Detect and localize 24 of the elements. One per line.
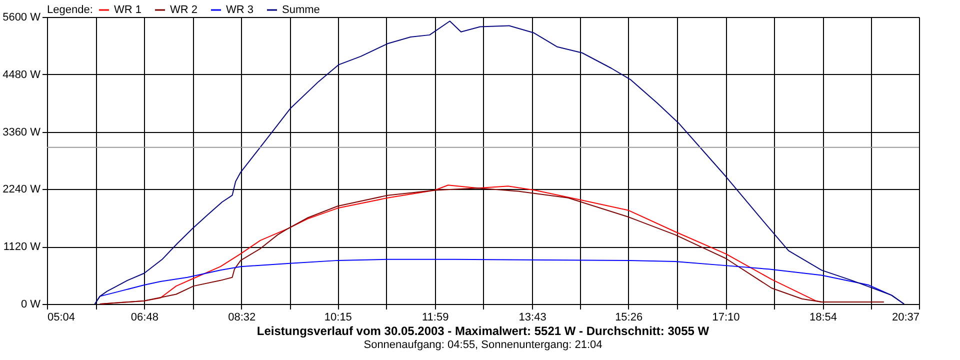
- x-tick-label: 18:54: [809, 312, 837, 324]
- y-tick-label: 1120 W: [3, 241, 42, 254]
- x-tick-label: 20:37: [892, 312, 920, 324]
- x-tick-label: 17:10: [712, 312, 740, 324]
- x-tick-label: 10:15: [324, 312, 352, 324]
- text: Sonnenaufgang: 04:55, Sonnenuntergang: 21:04: [364, 339, 602, 351]
- legend-label: WR 1: [114, 4, 142, 16]
- x-tick-label: 13:43: [518, 312, 546, 324]
- x-tick-label: 06:48: [130, 312, 158, 324]
- legend-label: WR 3: [226, 4, 254, 16]
- y-tick-label: 3360 W: [2, 126, 42, 138]
- legend-label: WR 2: [170, 4, 198, 16]
- line-series: [94, 20, 905, 304]
- y-tick-label: 5600 W: [2, 12, 42, 24]
- x-tick-label: 08:32: [228, 312, 256, 324]
- x-tick-label: 11:59: [422, 312, 449, 324]
- y-tick-label: 4480 W: [2, 68, 42, 81]
- y-tick-label: 2240 W: [2, 184, 42, 196]
- x-tick-label: 05:04: [48, 312, 76, 324]
- x-tick-label: 15:26: [615, 312, 643, 324]
- legend-title: Legende:: [47, 4, 93, 16]
- text: Leistungsverlauf vom 30.05.2003 - Maximalwert: 5521 W - Durchschnitt: 3055 W: [256, 324, 710, 338]
- legend-label: Summe: [282, 4, 320, 16]
- y-tick-label: 0 W: [20, 298, 42, 310]
